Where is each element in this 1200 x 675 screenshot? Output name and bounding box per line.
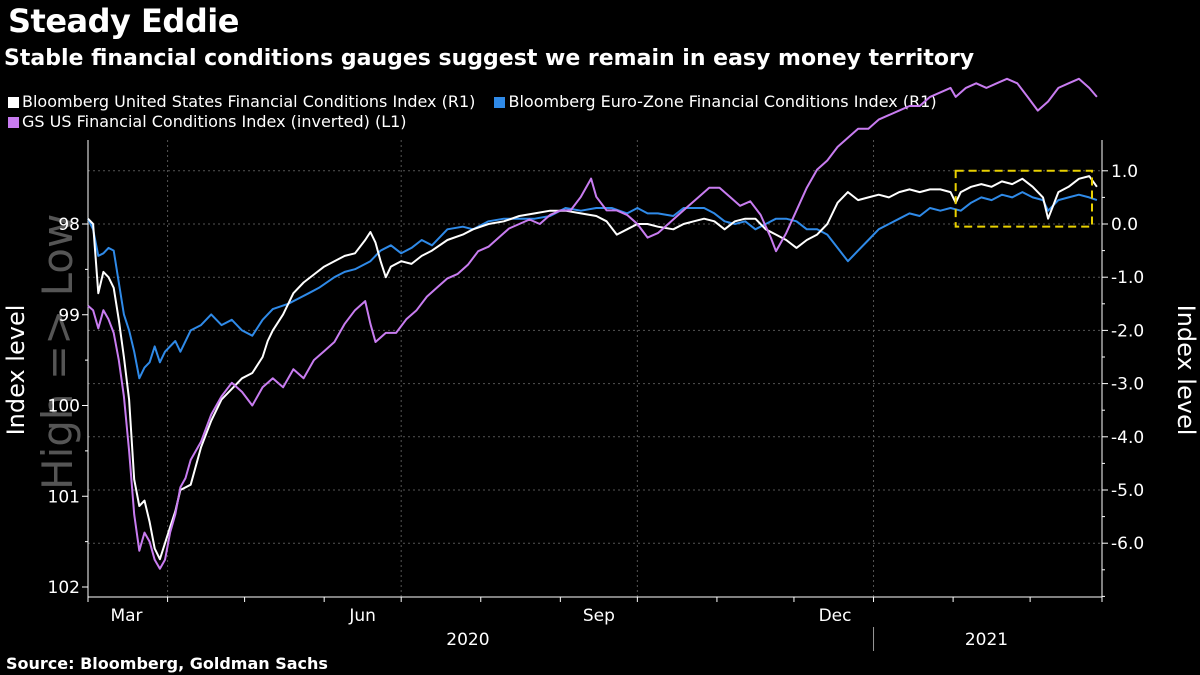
right-tick-label: -6.0 xyxy=(1111,534,1144,554)
legend-label: GS US Financial Conditions Index (invert… xyxy=(22,112,407,131)
gridlines: High => Low xyxy=(33,140,1102,597)
x-month-label: Dec xyxy=(819,606,852,626)
chart-subtitle: Stable financial conditions gauges sugge… xyxy=(4,46,975,71)
legend-label: Bloomberg Euro-Zone Financial Conditions… xyxy=(508,92,937,111)
left-tick-label: 100 xyxy=(48,397,80,417)
right-tick-label: 0.0 xyxy=(1111,215,1138,235)
legend-swatch-purple xyxy=(8,117,19,128)
legend-item-us-bloomberg: Bloomberg United States Financial Condit… xyxy=(8,92,475,112)
legend-item-eurozone-bloomberg: Bloomberg Euro-Zone Financial Conditions… xyxy=(494,92,937,112)
series-line xyxy=(87,191,1098,380)
legend-swatch-blue xyxy=(494,97,506,108)
series-line xyxy=(87,77,1098,570)
right-tick-label: -1.0 xyxy=(1111,268,1144,288)
series-lines xyxy=(87,77,1098,570)
left-tick-label: 101 xyxy=(48,487,80,507)
left-tick-label: 98 xyxy=(58,215,80,235)
x-year-label: 2020 xyxy=(446,630,489,650)
left-axis-title: Index level xyxy=(2,305,30,436)
legend-swatch-white xyxy=(8,97,19,108)
right-tick-label: -2.0 xyxy=(1111,321,1144,341)
highlight-box xyxy=(954,169,1094,228)
right-tick-label: -4.0 xyxy=(1111,428,1144,448)
right-tick-label: 1.0 xyxy=(1111,162,1138,182)
series-line xyxy=(87,175,1098,561)
right-axis-title: Index level xyxy=(1172,305,1200,436)
left-tick-label: 102 xyxy=(48,578,80,598)
x-month-label: Mar xyxy=(110,606,142,626)
right-tick-label: -3.0 xyxy=(1111,375,1144,395)
source-note: Source: Bloomberg, Goldman Sachs xyxy=(6,654,328,673)
legend-item-gs-us: GS US Financial Conditions Index (invert… xyxy=(8,112,407,132)
x-month-label: Jun xyxy=(348,606,376,626)
overlay xyxy=(954,169,1094,228)
legend-label: Bloomberg United States Financial Condit… xyxy=(22,92,476,111)
axes: 98 99 100 101 102 1.0 0.0 -1.0 -2.0 -3.0 -4.0 -5.0 -… xyxy=(2,140,1200,651)
x-month-label: Sep xyxy=(583,606,615,626)
x-year-label: 2021 xyxy=(965,630,1008,650)
chart-title: Steady Eddie xyxy=(8,2,239,40)
watermark-text: High => Low xyxy=(33,214,82,490)
left-tick-label: 99 xyxy=(58,306,80,326)
legend: Bloomberg United States Financial Condit… xyxy=(8,92,1108,132)
right-tick-label: -5.0 xyxy=(1111,481,1144,501)
